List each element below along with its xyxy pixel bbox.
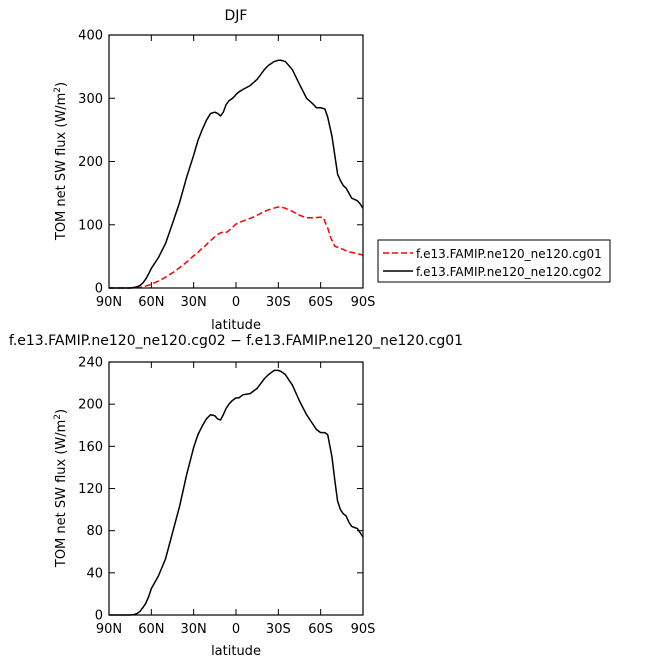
top-plot-frame — [108, 34, 364, 289]
top-panel: DJF 90N 60N 30N 0 30S 60S 90S 0 100 200 300 400 la… — [53, 8, 611, 333]
top-y-tick-label: 400 — [78, 29, 103, 44]
bottom-x-tick-label: 60N — [138, 622, 164, 637]
top-y-tick-label: 0 — [95, 282, 103, 297]
top-x-tick-label: 60S — [308, 295, 333, 310]
top-x-tick-label: 90S — [351, 295, 376, 310]
top-x-tick-label: 30S — [266, 295, 291, 310]
bottom-chart-title: f.e13.FAMIP.ne120_ne120.cg02 − f.e13.FAM… — [9, 333, 463, 349]
legend-box — [377, 239, 611, 283]
legend: f.e13.FAMIP.ne120_ne120.cg01 f.e13.FAMIP… — [377, 239, 611, 283]
bottom-y-tick-label: 0 — [95, 609, 103, 624]
bottom-y-tick-label: 160 — [78, 440, 103, 455]
bottom-y-tick-label: 80 — [86, 524, 103, 539]
top-x-tick-label: 0 — [232, 295, 240, 310]
top-x-tick-label: 90N — [96, 295, 122, 310]
bottom-y-tick-label: 240 — [78, 356, 103, 371]
top-y-axis-label: TOM net SW flux (W/m2) — [53, 82, 69, 241]
top-chart-title: DJF — [225, 8, 248, 24]
legend-label-cg01: f.e13.FAMIP.ne120_ne120.cg01 — [416, 247, 602, 261]
bottom-x-tick-label: 90S — [351, 622, 376, 637]
bottom-y-tick-label: 120 — [78, 482, 103, 497]
top-x-tick-label: 60N — [138, 295, 164, 310]
bottom-panel: f.e13.FAMIP.ne120_ne120.cg02 − f.e13.FAM… — [9, 333, 463, 659]
top-y-tick-label: 100 — [78, 218, 103, 233]
bottom-x-tick-label: 30N — [181, 622, 207, 637]
bottom-x-axis-label: latitude — [211, 644, 261, 659]
top-x-tick-label: 30N — [181, 295, 207, 310]
bottom-y-tick-label: 200 — [78, 398, 103, 413]
top-series-line-2 — [109, 59, 364, 289]
bottom-x-tick-label: 30S — [266, 622, 291, 637]
bottom-plot-frame — [108, 361, 364, 616]
top-x-axis-label: latitude — [211, 318, 261, 333]
top-y-tick-label: 300 — [78, 92, 103, 107]
bottom-y-tick-label: 40 — [86, 566, 103, 581]
bottom-x-tick-label: 0 — [232, 622, 240, 637]
legend-label-cg02: f.e13.FAMIP.ne120_ne120.cg02 — [416, 265, 602, 279]
bottom-x-tick-label: 90N — [96, 622, 122, 637]
bottom-x-tick-label: 60S — [308, 622, 333, 637]
bottom-series-line-1 — [109, 369, 364, 616]
top-y-tick-label: 200 — [78, 155, 103, 170]
bottom-y-axis-label: TOM net SW flux (W/m2) — [53, 409, 69, 568]
top-series-line-1 — [109, 206, 364, 289]
